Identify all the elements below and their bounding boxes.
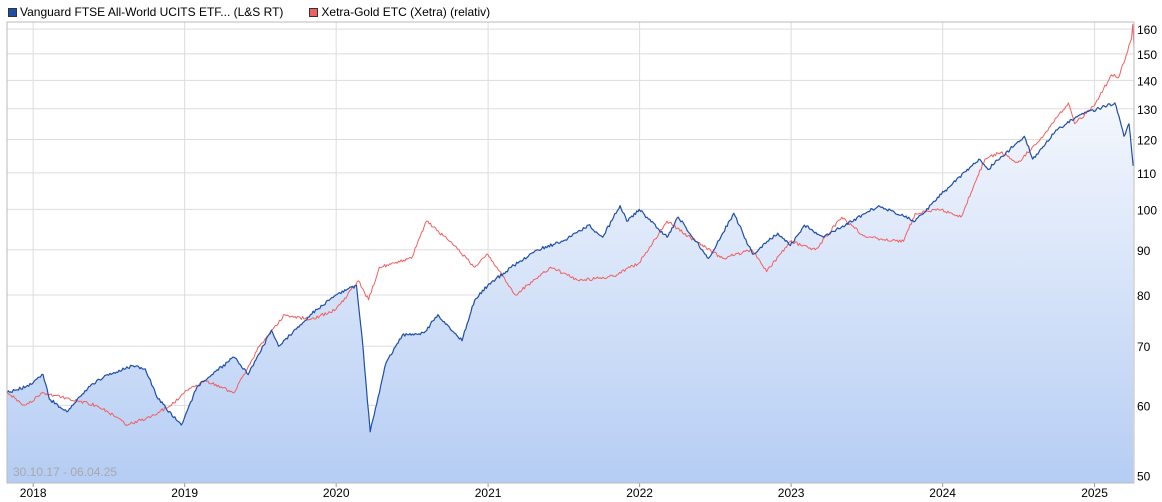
chart-lines bbox=[7, 23, 1134, 433]
legend: Vanguard FTSE All-World UCITS ETF... (L&… bbox=[8, 5, 516, 19]
y-axis-labels: 50 60 70 80 90 100 110 120 130 140 150 160 bbox=[1137, 23, 1157, 483]
y-tick-label: 120 bbox=[1137, 133, 1157, 147]
legend-item-gold[interactable]: Xetra-Gold ETC (Xetra) (relativ) bbox=[309, 5, 490, 19]
date-range-label: 30.10.17 - 06.04.25 bbox=[13, 465, 117, 479]
x-tick-label: 2021 bbox=[475, 486, 502, 500]
y-tick-label: 100 bbox=[1137, 203, 1157, 217]
x-tick-label: 2020 bbox=[323, 486, 350, 500]
x-tick-label: 2024 bbox=[929, 486, 956, 500]
plot-border bbox=[6, 21, 1135, 484]
series-area-vanguard bbox=[7, 102, 1134, 483]
y-tick-label: 160 bbox=[1137, 23, 1157, 37]
legend-label-vanguard: Vanguard FTSE All-World UCITS ETF... (L&… bbox=[20, 5, 284, 19]
y-tick-label: 110 bbox=[1137, 167, 1156, 181]
x-tick-label: 2019 bbox=[171, 486, 198, 500]
legend-label-gold: Xetra-Gold ETC (Xetra) (relativ) bbox=[321, 5, 491, 19]
x-tick-label: 2023 bbox=[778, 486, 805, 500]
y-tick-label: 140 bbox=[1137, 74, 1157, 88]
legend-swatch-vanguard bbox=[8, 7, 17, 17]
x-tick-label: 2022 bbox=[626, 486, 653, 500]
x-axis-labels: 2018 2019 2020 2021 2022 2023 2024 2025 bbox=[20, 486, 1108, 500]
x-tick-label: 2025 bbox=[1081, 486, 1108, 500]
y-tick-label: 50 bbox=[1137, 469, 1151, 483]
x-tick-label: 2018 bbox=[20, 486, 47, 500]
y-tick-label: 90 bbox=[1137, 244, 1151, 258]
legend-item-vanguard[interactable]: Vanguard FTSE All-World UCITS ETF... (L&… bbox=[8, 5, 283, 19]
series-line-gold bbox=[7, 23, 1134, 426]
y-tick-label: 70 bbox=[1137, 340, 1151, 354]
y-tick-label: 60 bbox=[1137, 399, 1151, 413]
series-line-vanguard bbox=[7, 102, 1134, 433]
y-tick-label: 80 bbox=[1137, 289, 1151, 303]
legend-swatch-gold bbox=[309, 7, 319, 17]
y-tick-label: 130 bbox=[1137, 103, 1157, 117]
chart-areas bbox=[7, 102, 1134, 483]
y-tick-label: 150 bbox=[1137, 48, 1157, 62]
